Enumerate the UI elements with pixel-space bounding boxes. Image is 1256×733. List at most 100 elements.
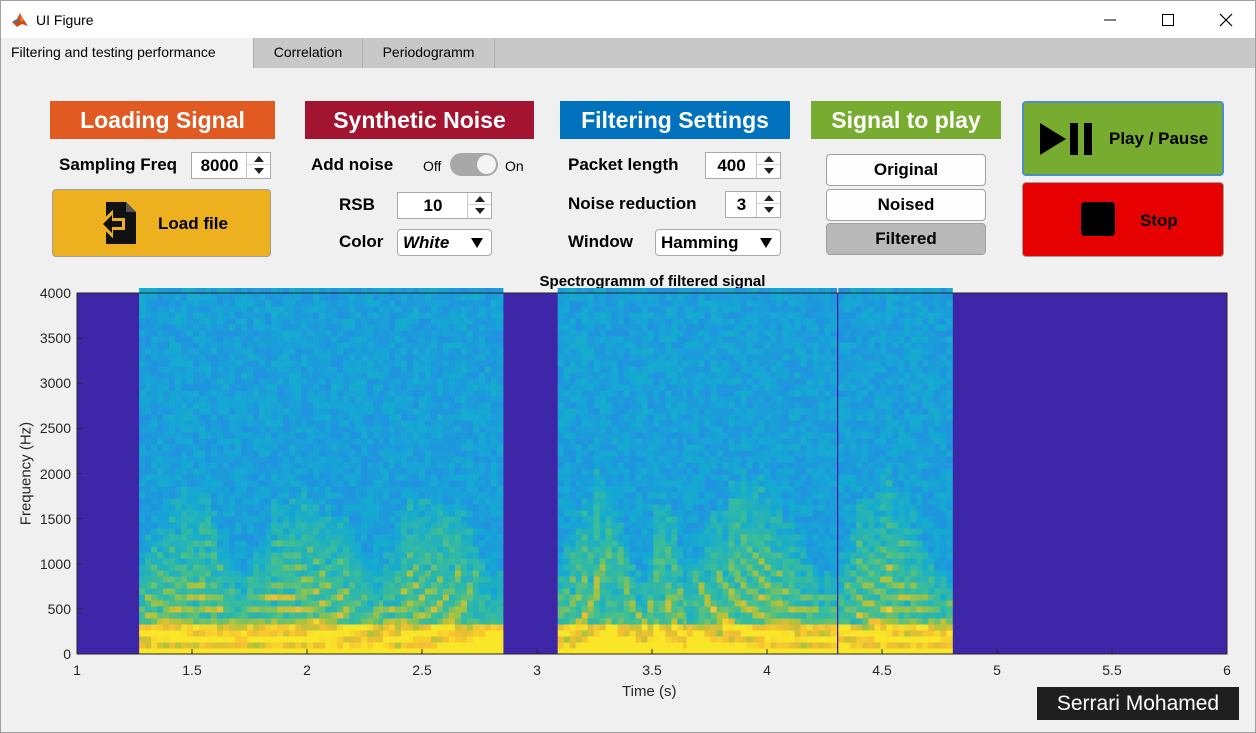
window-dropdown[interactable]: Hamming	[655, 229, 781, 256]
spectrogram-cell	[211, 612, 218, 619]
increment-button[interactable]	[468, 193, 491, 205]
spectrogram-cell	[259, 486, 266, 493]
spectrogram-cell	[442, 594, 450, 601]
increment-button[interactable]	[757, 192, 780, 204]
spectrogram-cell	[367, 438, 374, 445]
spectrogram-cell	[271, 462, 278, 469]
spectrogram-cell	[229, 396, 236, 403]
rsb-value[interactable]: 10	[423, 196, 443, 215]
spectrogram-cell	[181, 462, 188, 469]
spectrogram-cell	[629, 582, 637, 589]
spectrogram-cell	[659, 618, 666, 625]
sampling-freq-value[interactable]: 8000	[200, 156, 239, 175]
spectrogram-cell	[659, 540, 666, 547]
spectrogram-cell	[289, 552, 296, 559]
spectrogram-cell	[581, 552, 589, 559]
spectrogram-cell	[223, 306, 230, 313]
spectrogram-cell	[617, 480, 625, 487]
increment-button[interactable]	[757, 153, 780, 165]
spectrogram-cell	[211, 594, 218, 601]
spectrogram-cell	[569, 648, 577, 655]
spectrogram-cell	[611, 606, 619, 613]
spectrogram-cell	[388, 582, 396, 589]
spectrogram-cell	[265, 342, 272, 349]
spectrogram-cell	[593, 426, 601, 433]
spectrogram-cell	[659, 390, 666, 397]
spectrogram-cell	[599, 612, 607, 619]
decrement-button[interactable]	[247, 165, 270, 177]
spectrogram-cell	[496, 594, 504, 601]
spectrogram-cell	[283, 600, 290, 607]
spectrogram-cell	[605, 354, 613, 361]
spectrogram-cell	[569, 396, 577, 403]
spectrogram-cell	[151, 486, 158, 493]
spectrogram-cell	[217, 576, 224, 583]
spectrogram-cell	[247, 588, 254, 595]
spectrogram-cell	[211, 426, 218, 433]
decrement-button[interactable]	[468, 205, 491, 217]
spectrogram-cell	[400, 636, 408, 643]
maximize-button[interactable]	[1139, 1, 1197, 39]
packet-length-value[interactable]: 400	[717, 156, 746, 175]
add-noise-toggle[interactable]	[450, 153, 498, 176]
tab-periodogramm[interactable]: Periodogramm	[363, 38, 495, 68]
noise-color-dropdown[interactable]: White	[397, 229, 492, 256]
stop-button[interactable]: Stop	[1022, 182, 1224, 257]
spectrogram-cell	[659, 576, 666, 583]
spectrogram-cell	[442, 408, 450, 415]
spectrogram-cell	[343, 624, 350, 631]
spectrogram-cell	[569, 510, 577, 517]
filtered-toggle-button[interactable]: Filtered	[826, 223, 986, 255]
spectrogram-cell	[289, 324, 296, 331]
spectrogram-cell	[199, 432, 206, 439]
spectrogram-cell	[623, 570, 631, 577]
original-toggle-button[interactable]: Original	[826, 154, 986, 186]
spectrogram-cell	[319, 582, 326, 589]
matlab-logo-icon	[11, 11, 29, 29]
spectrogram-cell	[436, 294, 444, 301]
spectrogram-cell	[235, 606, 242, 613]
spectrogram-cell	[557, 582, 565, 589]
spectrogram-cell	[472, 420, 480, 427]
spectrogram-cell	[418, 360, 426, 367]
decrement-button[interactable]	[757, 204, 780, 216]
spectrogram-cell	[337, 600, 344, 607]
decrement-button[interactable]	[757, 165, 780, 177]
spectrogram-cell	[490, 390, 498, 397]
close-button[interactable]	[1197, 1, 1255, 39]
spectrogram-cell	[157, 474, 164, 481]
noise-reduction-spinner[interactable]: 3	[725, 191, 781, 218]
play-pause-button[interactable]: Play / Pause	[1022, 101, 1224, 176]
spectrogram-cell	[460, 318, 468, 325]
sampling-freq-spinner[interactable]: 8000	[191, 152, 271, 179]
spectrogram-cell	[430, 594, 438, 601]
spectrogram-cell	[382, 624, 390, 631]
noise-reduction-value[interactable]: 3	[736, 195, 747, 214]
spectrogram-cell	[229, 528, 236, 535]
spectrogram-cell	[605, 378, 613, 385]
spectrogram-cell	[379, 330, 386, 337]
spectrogram-cell	[557, 366, 565, 373]
spectrogram-cell	[629, 306, 637, 313]
spectrogram-cell	[367, 294, 374, 301]
spectrogram-cell	[472, 456, 480, 463]
spectrogram-cell	[599, 306, 607, 313]
spectrogram-cell	[187, 342, 194, 349]
spectrogram-cell	[581, 336, 589, 343]
increment-button[interactable]	[247, 153, 270, 165]
spectrogram-cell	[581, 576, 589, 583]
spectrogram-cell	[295, 474, 302, 481]
spectrogram-cell	[575, 648, 583, 655]
tab-correlation[interactable]: Correlation	[254, 38, 363, 68]
tab-filtering[interactable]: Filtering and testing performance	[1, 38, 254, 69]
rsb-spinner[interactable]: 10	[397, 192, 492, 219]
packet-length-spinner[interactable]: 400	[705, 152, 781, 179]
spectrogram-cell	[295, 420, 302, 427]
spectrogram-cell	[460, 516, 468, 523]
minimize-button[interactable]	[1081, 1, 1139, 39]
spectrogram-cell	[412, 408, 420, 415]
spectrogram-cell	[367, 360, 374, 367]
noised-toggle-button[interactable]: Noised	[826, 189, 986, 221]
load-file-button[interactable]: Load file	[52, 189, 271, 257]
